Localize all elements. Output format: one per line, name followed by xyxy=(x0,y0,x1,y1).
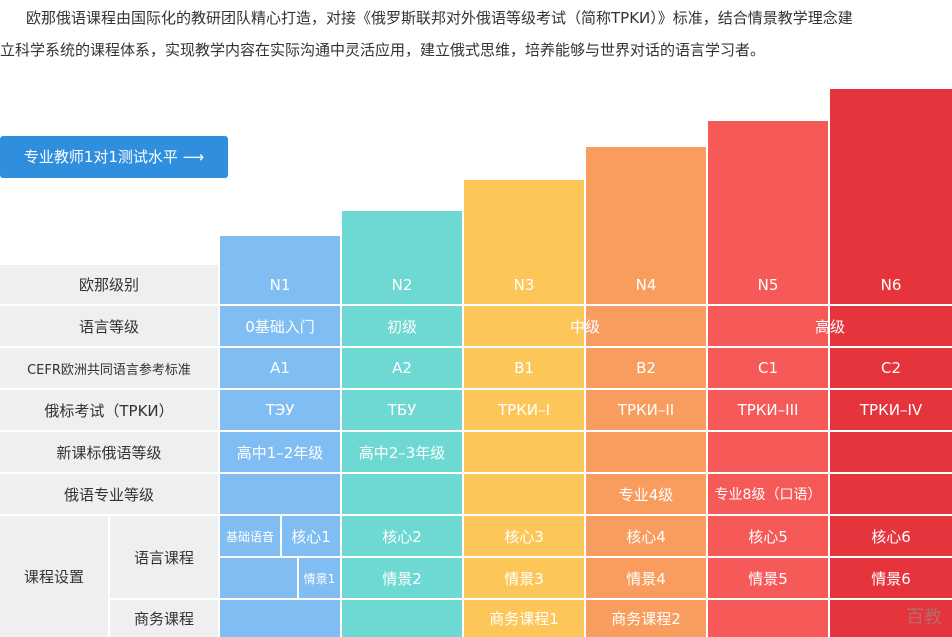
intro-line-2: 立科学系统的课程体系，实现教学内容在实际沟通中灵活应用，建立俄式思维，培养能够与… xyxy=(0,41,766,59)
newcurr-n2: 高中2–3年级 xyxy=(358,443,446,462)
level-n1: N1 xyxy=(269,275,291,294)
major-n5: 专业8级（口语） xyxy=(714,487,822,503)
grade-n2: 初级 xyxy=(386,317,417,336)
grade-n3-n4: 中级 xyxy=(569,317,600,336)
column-n3 xyxy=(464,180,584,637)
test-level-button[interactable]: 专业教师1对1测试水平 ⟶ xyxy=(0,136,228,178)
course-core-5: 核心5 xyxy=(748,527,788,546)
cefr-b1: B1 xyxy=(514,359,534,377)
intro-line-1: 欧那俄语课程由国际化的教研团队精心打造，对接《俄罗斯联邦对外俄语等级考试（简称T… xyxy=(26,9,853,27)
level-n3: N3 xyxy=(513,275,535,294)
course-scene-6: 情景6 xyxy=(871,569,911,588)
column-n6 xyxy=(830,89,952,637)
cefr-c1: C1 xyxy=(757,359,779,377)
grade-n1: 0基础入门 xyxy=(245,317,315,336)
course-core-6: 核心6 xyxy=(871,527,911,546)
row-label-cefr: CEFR欧洲共同语言参考标准 xyxy=(0,348,218,388)
row-label-trki: 俄标考试（TPKИ） xyxy=(0,390,218,430)
trki-n1: ТЭУ xyxy=(265,401,295,419)
grade-n5-n6: 高级 xyxy=(814,317,845,336)
trki-n4: ТРКИ–II xyxy=(617,401,675,419)
major-n4: 专业4级 xyxy=(618,485,674,504)
row-label-course: 课程设置 xyxy=(0,516,108,637)
newcurr-n1: 高中1–2年级 xyxy=(236,443,324,462)
course-scene-2: 情景2 xyxy=(382,569,422,588)
level-n5: N5 xyxy=(757,275,779,294)
cefr-c2: C2 xyxy=(880,359,902,377)
column-n1 xyxy=(220,236,340,637)
trki-n5: ТРКИ–III xyxy=(737,401,799,419)
course-core-4: 核心4 xyxy=(626,527,666,546)
course-business-1: 商务课程1 xyxy=(489,610,559,628)
course-core-3: 核心3 xyxy=(504,527,544,546)
course-scene-3: 情景3 xyxy=(504,569,544,588)
course-scene-4: 情景4 xyxy=(626,569,666,588)
course-business-2: 商务课程2 xyxy=(611,610,681,628)
row-label-new-curriculum: 新课标俄语等级 xyxy=(0,432,218,472)
cefr-a1: A1 xyxy=(270,359,290,377)
course-basic-phonetics: 基础语音 xyxy=(225,529,274,544)
row-label-grade: 语言等级 xyxy=(0,306,218,346)
course-scene-1: 情景1 xyxy=(303,571,336,586)
level-n4: N4 xyxy=(635,275,657,294)
row-label-business-course: 商务课程 xyxy=(110,600,218,637)
intro-text: 欧那俄语课程由国际化的教研团队精心打造，对接《俄罗斯联邦对外俄语等级考试（简称T… xyxy=(0,2,952,66)
course-core-2: 核心2 xyxy=(382,527,422,546)
trki-n6: ТРКИ–IV xyxy=(859,401,923,419)
trki-n2: ТБУ xyxy=(387,401,417,419)
course-scene-5: 情景5 xyxy=(748,569,788,588)
level-n2: N2 xyxy=(391,275,413,294)
cefr-a2: A2 xyxy=(392,359,412,377)
column-n5 xyxy=(708,121,828,637)
row-label-language-course: 语言课程 xyxy=(110,516,218,598)
level-n6: N6 xyxy=(880,275,902,294)
watermark: 百教 xyxy=(906,607,942,628)
column-n2 xyxy=(342,211,462,637)
course-core-1: 核心1 xyxy=(291,527,331,546)
row-label-major: 俄语专业等级 xyxy=(0,474,218,514)
trki-n3: ТРКИ–I xyxy=(497,401,550,419)
row-label-level: 欧那级别 xyxy=(0,265,218,304)
column-n4 xyxy=(586,147,706,637)
cefr-b2: B2 xyxy=(636,359,656,377)
